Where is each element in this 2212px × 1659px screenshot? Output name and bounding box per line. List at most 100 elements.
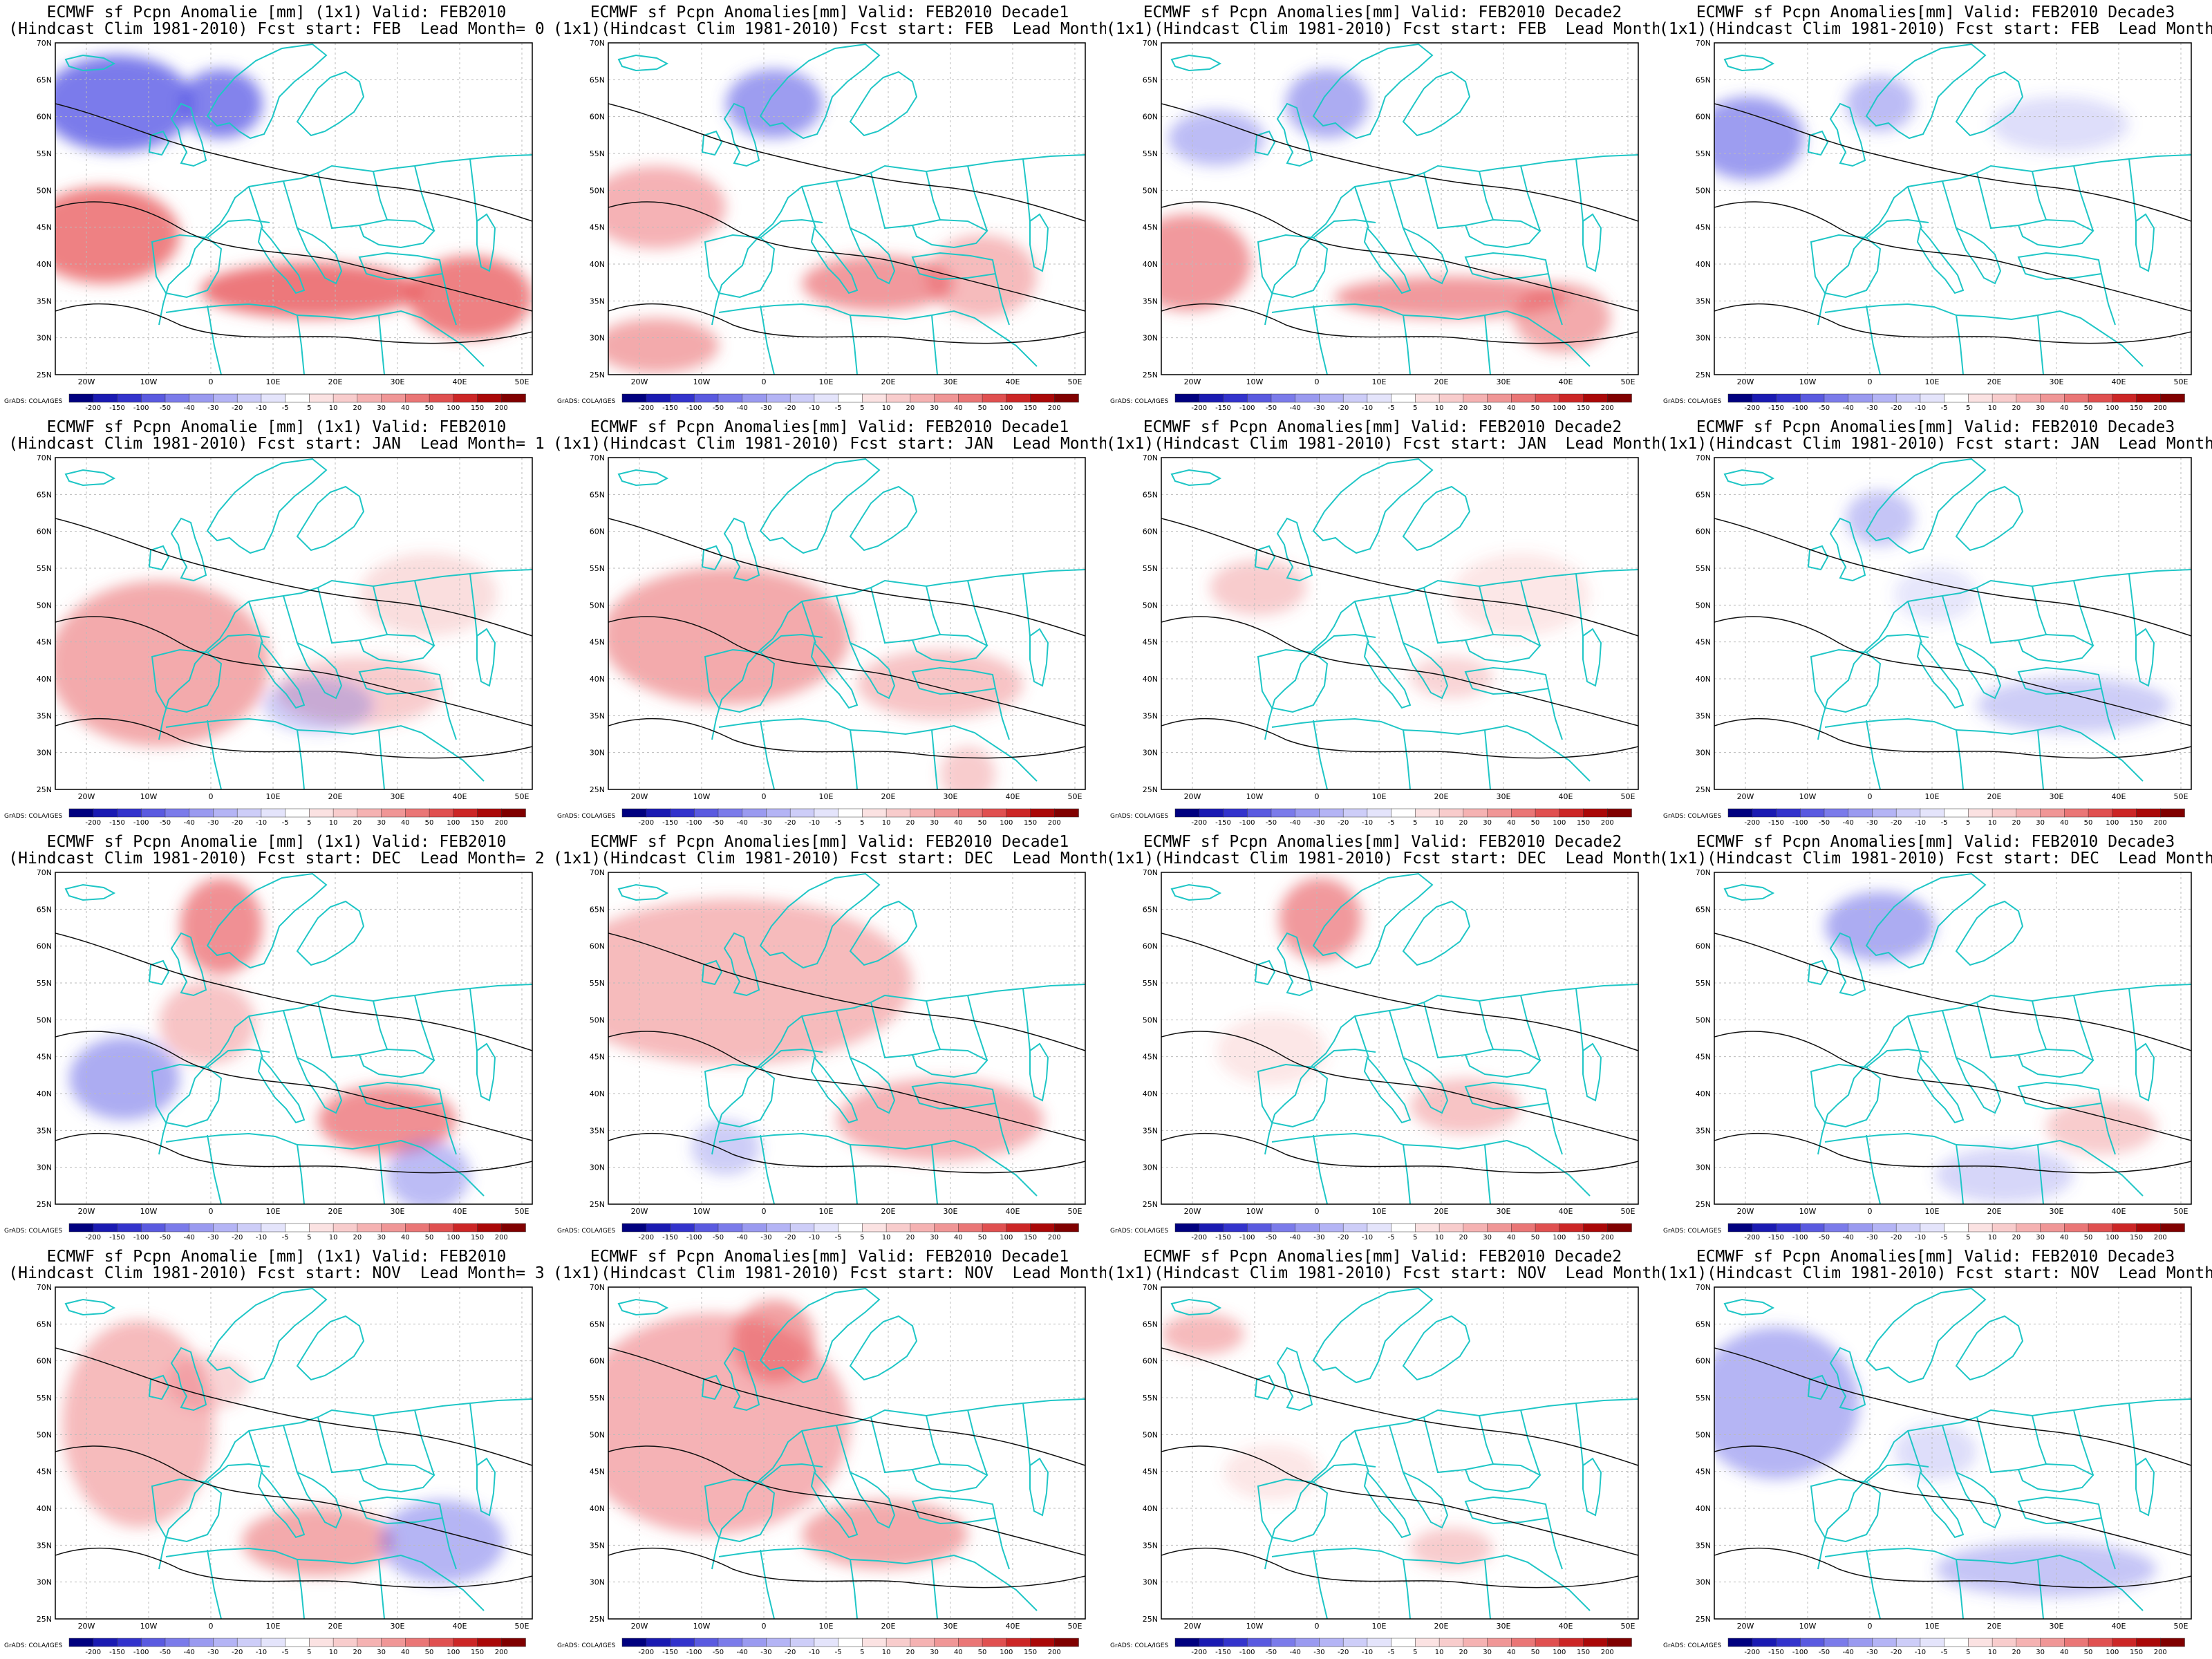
latitude-labels: 70N 65N 60N 55N 50N 45N 40N 35N 30N 25N xyxy=(1696,868,1711,1209)
lon-label: 20W xyxy=(631,1207,648,1216)
colorbar-label: -30 xyxy=(1313,1649,1324,1656)
dry-anomaly-area-4 xyxy=(1168,111,1265,166)
colorbar-swatch xyxy=(357,1223,382,1232)
precip-anomaly-map: 70N 65N 60N 55N 50N 45N 40N 35N 30N 25N 20W 10W 0 10… xyxy=(4,453,533,827)
colorbar-swatch xyxy=(1776,1638,1801,1647)
colorbar-swatch xyxy=(429,808,454,818)
colorbar-label: 20 xyxy=(906,819,915,827)
lat-label: 40N xyxy=(37,260,52,269)
colorbar-label: 40 xyxy=(2060,1649,2069,1656)
colorbar-label: -100 xyxy=(1239,1234,1255,1241)
lon-label: 30E xyxy=(1497,792,1511,801)
wet-anomaly-area-1 xyxy=(733,1300,816,1382)
colorbar-labels: -200 -150 -100 -50 -40 -30 -20 -10 -5 5 10 20 30 40 50… xyxy=(85,404,507,412)
colorbar-label: -150 xyxy=(1768,1234,1784,1241)
colorbar-label: 5 xyxy=(1413,819,1417,827)
lat-label: 30N xyxy=(1696,1163,1711,1172)
colorbar-swatch xyxy=(1246,1638,1272,1647)
colorbar-label: -20 xyxy=(232,819,243,827)
lon-label: 10E xyxy=(266,1622,281,1631)
contour-lines xyxy=(55,932,532,1174)
colorbar-label: 20 xyxy=(353,819,362,827)
panel-subtitle: (1x1)(Hindcast Clim 1981-2010) Fcst star… xyxy=(553,20,1106,38)
colorbar-swatch xyxy=(1174,393,1200,403)
colorbar-swatch xyxy=(1920,1223,1945,1232)
anomaly-shading xyxy=(608,69,1037,373)
colorbar xyxy=(1727,393,2185,403)
colorbar-swatch xyxy=(885,1223,911,1232)
lat-label: 25N xyxy=(37,1200,52,1209)
colorbar-label: -150 xyxy=(109,819,125,827)
colorbar-swatch xyxy=(381,808,406,818)
colorbar-swatch xyxy=(309,393,334,403)
latitude-labels: 70N 65N 60N 55N 50N 45N 40N 35N 30N 25N xyxy=(1143,453,1158,794)
colorbar-label: 100 xyxy=(447,1234,460,1241)
precip-anomaly-map: 70N 65N 60N 55N 50N 45N 40N 35N 30N 25N 20W 10W 0 10… xyxy=(4,1283,533,1656)
colorbar-swatch xyxy=(501,808,526,818)
colorbar-label: -100 xyxy=(133,1649,149,1656)
colorbar-label: -50 xyxy=(1819,819,1830,827)
panel-title: ECMWF sf Pcpn Anomalies[mm] Valid: FEB20… xyxy=(590,3,1069,21)
lat-label: 45N xyxy=(1143,1468,1158,1477)
lon-label: 10W xyxy=(1246,1622,1264,1631)
colorbar-swatch xyxy=(1511,393,1536,403)
colorbar-swatch xyxy=(357,808,382,818)
lat-label: 40N xyxy=(590,1504,605,1513)
lat-label: 60N xyxy=(590,113,605,122)
lon-label: 10E xyxy=(1925,377,1940,386)
wet-anomaly-area-0 xyxy=(1161,214,1251,311)
colorbar-swatch xyxy=(429,393,454,403)
colorbar-label: -30 xyxy=(207,404,218,412)
panel-title: ECMWF sf Pcpn Anomalies[mm] Valid: FEB20… xyxy=(1696,1248,2175,1266)
colorbar-swatch xyxy=(405,393,430,403)
colorbar-label: 20 xyxy=(906,404,915,412)
lat-label: 25N xyxy=(37,1615,52,1624)
colorbar-label: -150 xyxy=(109,404,125,412)
colorbar-label: -5 xyxy=(282,819,289,827)
colorbar-swatch xyxy=(1559,1223,1584,1232)
colorbar-swatch xyxy=(1391,393,1416,403)
lat-label: 50N xyxy=(590,601,605,610)
colorbar-swatch xyxy=(958,393,983,403)
colorbar-swatch xyxy=(1535,1223,1560,1232)
wet-anomaly-area-2 xyxy=(802,1500,968,1569)
colorbar-swatch xyxy=(838,808,863,818)
colorbar-swatch xyxy=(1199,808,1224,818)
colorbar-swatch xyxy=(1342,393,1368,403)
colorbar-label: -100 xyxy=(133,404,149,412)
colorbar-swatch xyxy=(1271,1638,1296,1647)
colorbar-swatch xyxy=(2040,1638,2065,1647)
colorbar-label: -20 xyxy=(1891,404,1902,412)
colorbar-label: 40 xyxy=(401,404,410,412)
colorbar-label: -10 xyxy=(1362,819,1373,827)
colorbar-label: 150 xyxy=(1024,1649,1037,1656)
colorbar-label: -150 xyxy=(662,1234,678,1241)
lat-label: 40N xyxy=(1696,1504,1711,1513)
lon-label: 20W xyxy=(1184,377,1201,386)
latitude-labels: 70N 65N 60N 55N 50N 45N 40N 35N 30N 25N xyxy=(590,453,605,794)
lat-label: 70N xyxy=(1696,868,1711,877)
colorbar-label: -5 xyxy=(282,1234,289,1241)
colorbar-label: -150 xyxy=(662,1649,678,1656)
colorbar-labels: -200 -150 -100 -50 -40 -30 -20 -10 -5 5 10 20 30 40 50… xyxy=(1191,819,1613,827)
colorbar-labels: -200 -150 -100 -50 -40 -30 -20 -10 -5 5 10 20 30 40 50… xyxy=(85,1234,507,1241)
lat-label: 35N xyxy=(37,1541,52,1550)
colorbar-swatch xyxy=(309,808,334,818)
colorbar-label: -20 xyxy=(1338,1649,1349,1656)
lat-label: 45N xyxy=(590,1468,605,1477)
colorbar-swatch xyxy=(1752,1638,1777,1647)
colorbar-swatch xyxy=(1607,1223,1632,1232)
lon-label: 30E xyxy=(391,792,405,801)
colorbar-label: 200 xyxy=(495,1234,508,1241)
colorbar-swatch xyxy=(117,808,142,818)
lon-label: 20W xyxy=(1184,1622,1201,1631)
lat-label: 55N xyxy=(1143,564,1158,573)
contour-lines xyxy=(55,103,532,344)
lon-label: 20E xyxy=(881,1622,896,1631)
colorbar-swatch xyxy=(1752,393,1777,403)
colorbar-swatch xyxy=(93,1638,118,1647)
lon-label: 50E xyxy=(2174,792,2188,801)
lon-label: 10E xyxy=(819,1207,834,1216)
colorbar-swatch xyxy=(1968,1223,1993,1232)
colorbar-swatch xyxy=(2112,393,2137,403)
